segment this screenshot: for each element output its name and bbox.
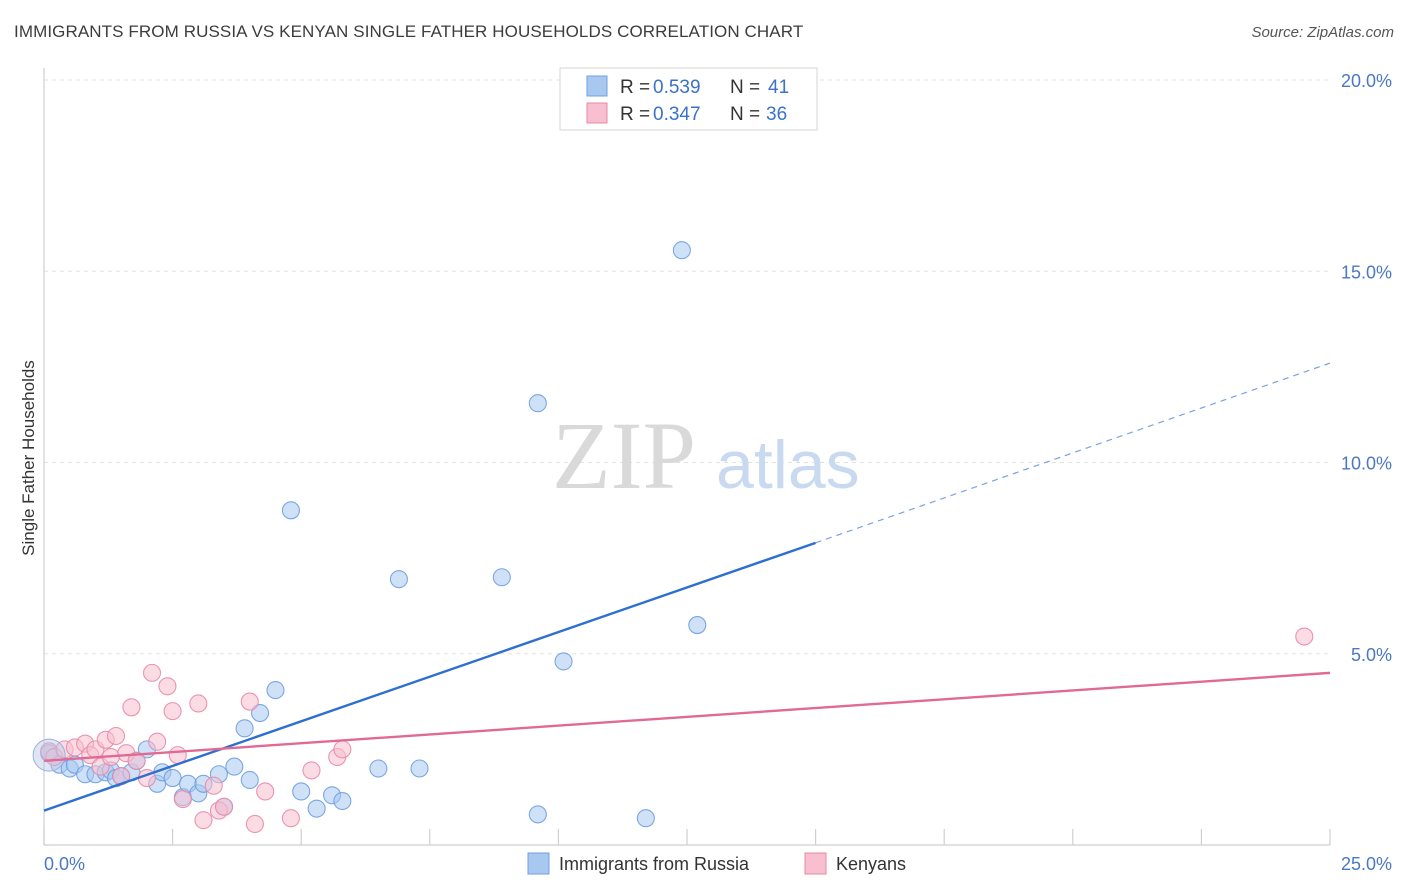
bottom-legend-swatch-russia [527,852,550,875]
russia-point [554,652,573,671]
legend-swatch-russia [586,75,608,97]
russia-point [333,791,352,811]
kenyans-point [256,782,275,801]
kenyans-point [163,702,182,721]
kenyans-point [333,740,352,759]
kenyans-point [204,776,223,795]
russia-point [389,570,408,589]
russia-point [636,809,655,828]
russia-point [307,799,326,818]
russia-point [225,757,244,776]
watermark: ZIP atlas [552,402,860,509]
kenyans-point [173,790,192,809]
russia-point [528,394,547,413]
russia-point [688,616,707,635]
kenyans-point [127,751,146,770]
legend-bottom: Immigrants from Russia Kenyans [527,852,906,875]
russia-point [292,782,311,801]
russia-point [369,759,388,778]
russia-point [240,770,259,790]
x-tick-label-min: 0.0% [44,854,85,874]
cluster-point [32,738,66,772]
kenyans-point [302,761,321,780]
y-tick-label: 5.0% [1351,645,1392,665]
legend-swatch-kenyans [586,102,608,124]
kenyans-point [281,809,300,828]
russia-point [672,241,691,260]
russia-point [250,703,270,723]
kenyans-point [194,811,213,830]
legend-n-value-kenyans: 36 [766,104,787,125]
legend-n-value-russia: 41 [768,77,789,98]
russia-point [281,501,300,520]
x-tick-label-max: 25.0% [1341,854,1392,874]
legend-r-label-kenyans: R = [620,104,650,125]
bottom-legend-swatch-kenyans [804,852,827,875]
kenyans-trend-line [43,671,1331,763]
trend-layer [43,362,1331,812]
legend-n-label-russia: N = [730,77,760,98]
y-axis-title-layer: Single Father Households [19,360,38,556]
russia-point [266,681,285,700]
bottom-legend-label-kenyans: Kenyans [836,854,906,874]
kenyans-point [189,694,208,713]
russia-point [235,719,254,738]
legend-r-value-kenyans: 0.347 [653,104,701,125]
bottom-legend-label-russia: Immigrants from Russia [559,854,750,874]
legend-n-label-kenyans: N = [730,104,760,125]
watermark-zip: ZIP [552,402,696,509]
kenyans-point [142,663,162,682]
y-axis-title: Single Father Households [19,360,38,556]
legend-r-value-russia: 0.539 [653,77,701,98]
y-tick-label: 10.0% [1341,454,1392,474]
watermark-atlas: atlas [716,427,860,503]
russia-trend-projection [815,362,1331,544]
points-layer [32,241,1314,834]
russia-point [528,805,547,824]
kenyans-point [106,726,126,746]
russia-point [492,568,511,587]
kenyans-point [214,797,234,816]
chart-title: IMMIGRANTS FROM RUSSIA VS KENYAN SINGLE … [14,22,804,41]
kenyans-point [148,732,167,751]
kenyans-point [240,692,259,711]
kenyans-point [122,698,141,717]
kenyans-point [1295,627,1314,646]
kenyans-point [245,814,264,834]
chart-source: Source: ZipAtlas.com [1251,24,1394,41]
russia-point [410,759,429,778]
legend-r-label-russia: R = [620,77,650,98]
russia-trend-line [43,541,816,812]
kenyans-point [158,677,177,696]
y-tick-label: 20.0% [1341,71,1392,91]
y-tick-label: 15.0% [1341,262,1392,282]
axis-layer: 5.0% 10.0% 15.0% 20.0% 0.0% 25.0% [43,68,1392,874]
grid-layer [44,79,1330,655]
russia-point [163,769,182,788]
legend-top: R = 0.539 N = 41 R = 0.347 N = 36 [559,67,818,131]
